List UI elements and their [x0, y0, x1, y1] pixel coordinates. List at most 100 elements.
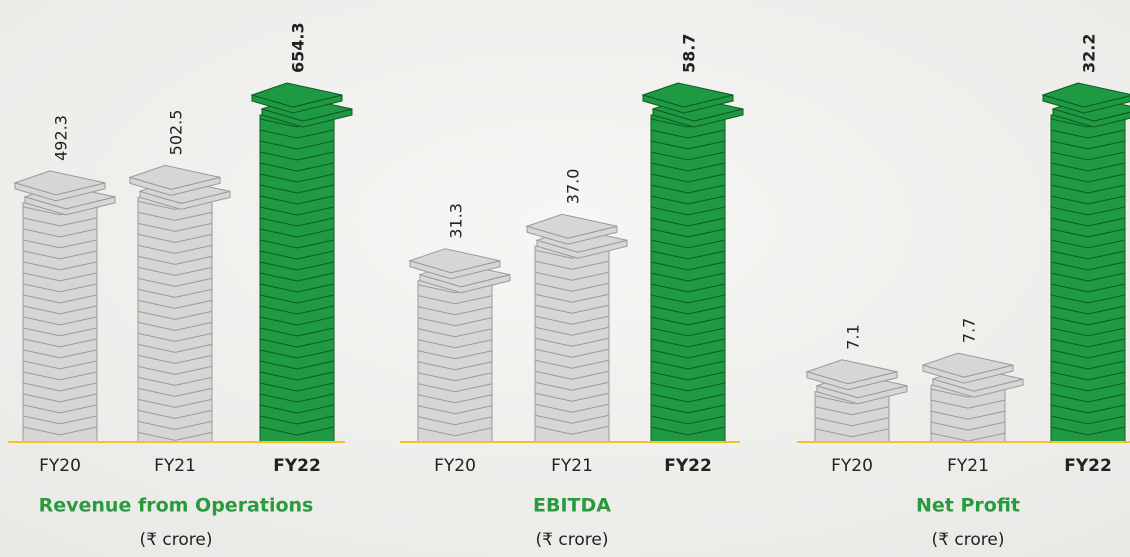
bar-stripe: [1050, 239, 1126, 249]
bar-stripe: [417, 405, 493, 415]
bar-stripe: [259, 404, 335, 414]
bar-stripe: [650, 261, 726, 271]
bar-stripe: [1050, 184, 1126, 194]
bar-stripe: [534, 370, 610, 380]
bar-stripe: [259, 151, 335, 161]
x-tick-label: FY20: [39, 456, 81, 476]
bar-stripe: [417, 427, 493, 437]
bar-stripe: [259, 250, 335, 260]
x-tick-label: FY20: [434, 456, 476, 476]
bar-stripe: [259, 239, 335, 249]
bar-stripe: [259, 316, 335, 326]
bar-stripe: [1050, 371, 1126, 381]
bar-slab-top: [805, 359, 898, 385]
x-tick-label: FY22: [664, 456, 712, 476]
bar-stripe: [417, 383, 493, 393]
bar-stripe: [22, 360, 98, 370]
bar-stripe: [534, 315, 610, 325]
bar-stripe: [137, 222, 213, 232]
bar-stripe: [417, 394, 493, 404]
bar-stripe: [137, 266, 213, 276]
bar-stripe: [417, 306, 493, 316]
chart-subtitle: (₹ crore): [536, 530, 609, 550]
bar: [650, 114, 726, 443]
bar-stripe: [650, 206, 726, 216]
bar-slab-top: [1041, 82, 1130, 108]
bar-stripe: [1050, 338, 1126, 348]
bar-stripe: [417, 328, 493, 338]
bar-stripe: [137, 376, 213, 386]
bar-stripe: [814, 417, 890, 427]
bar-stripe: [137, 321, 213, 331]
value-label: 7.7: [960, 318, 979, 343]
bar-stripe: [1050, 250, 1126, 260]
bar-stripe: [534, 348, 610, 358]
bar-stripe: [650, 404, 726, 414]
chart-title: EBITDA: [533, 495, 611, 517]
value-label: 7.1: [844, 324, 863, 349]
bar-stripe: [650, 305, 726, 315]
bar-stripe: [930, 410, 1006, 420]
bar-stripe: [650, 217, 726, 227]
bar-stripe: [1050, 272, 1126, 282]
chart-title: Revenue from Operations: [39, 495, 314, 517]
bar-stripe: [534, 337, 610, 347]
bar-stripe: [1050, 305, 1126, 315]
bar-stripe: [22, 338, 98, 348]
bar-stripe: [1050, 393, 1126, 403]
bar-stripe: [22, 404, 98, 414]
bar-stripe: [650, 129, 726, 139]
bar-stripe: [259, 327, 335, 337]
bar-stripe: [22, 371, 98, 381]
bar-stripe: [814, 428, 890, 438]
value-label: 58.7: [680, 34, 699, 73]
bar-stripe: [22, 239, 98, 249]
x-tick-label: FY21: [551, 456, 593, 476]
bar-stripe: [137, 233, 213, 243]
bar-stripe: [137, 310, 213, 320]
bar-stripe: [259, 206, 335, 216]
bar-stripe: [417, 416, 493, 426]
bar-stripe: [534, 425, 610, 435]
bar-stripe: [417, 339, 493, 349]
bar-stripe: [650, 162, 726, 172]
bar-stripe: [137, 244, 213, 254]
bar-slab-top: [525, 213, 618, 239]
bar-stripe: [137, 255, 213, 265]
chart-subtitle: (₹ crore): [932, 530, 1005, 550]
bar-stripe: [930, 399, 1006, 409]
bar-stripe: [137, 354, 213, 364]
value-label: 32.2: [1080, 34, 1099, 73]
bar-stripe: [22, 426, 98, 436]
bar-stripe: [650, 349, 726, 359]
bar-stripe: [1050, 426, 1126, 436]
bar-stripe: [259, 349, 335, 359]
bar-stripe: [1050, 415, 1126, 425]
bar-stripe: [22, 327, 98, 337]
value-label: 654.3: [289, 22, 308, 73]
bar-stripe: [259, 228, 335, 238]
bar-stripe: [534, 260, 610, 270]
bar-stripe: [22, 316, 98, 326]
bar-stripe: [22, 349, 98, 359]
bar-stripe: [650, 272, 726, 282]
bar-slab-top: [13, 170, 106, 196]
bar-slab-top: [128, 164, 221, 190]
bar-stripe: [259, 338, 335, 348]
bar-stripe: [930, 421, 1006, 431]
bar-stripe: [1050, 261, 1126, 271]
bar-stripe: [259, 426, 335, 436]
bar-stripe: [650, 173, 726, 183]
bar-stripe: [22, 382, 98, 392]
bar-stripe: [137, 288, 213, 298]
bar-stripe: [1050, 173, 1126, 183]
bar-stripe: [259, 272, 335, 282]
bar-stripe: [22, 305, 98, 315]
bar-stripe: [137, 387, 213, 397]
bar: [417, 280, 493, 443]
bar-stripe: [259, 140, 335, 150]
bar-stripe: [417, 350, 493, 360]
bar-stripe: [650, 184, 726, 194]
bar-stripe: [417, 372, 493, 382]
bar-stripe: [1050, 360, 1126, 370]
